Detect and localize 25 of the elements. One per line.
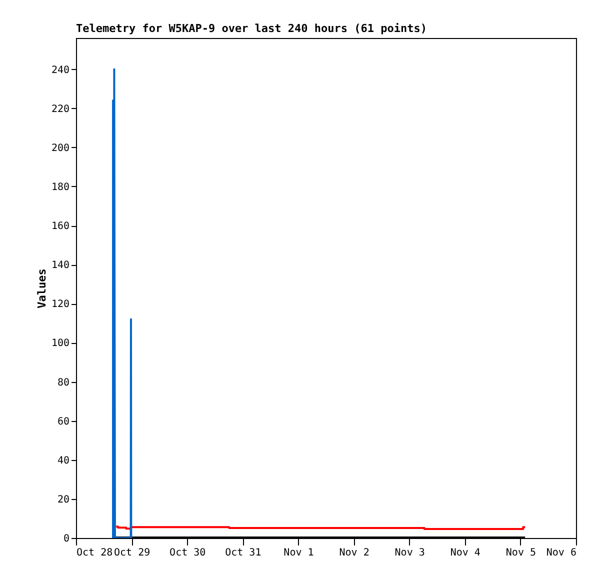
- x-tick-label: Nov 5: [506, 548, 536, 558]
- x-tick-label: Nov 3: [394, 548, 425, 558]
- x-tick-label: Nov 4: [450, 548, 480, 558]
- x-tick-label: Nov 2: [339, 548, 370, 558]
- x-tick-label: Oct 30: [170, 548, 206, 558]
- y-tick-label: 220: [51, 104, 70, 115]
- x-tick-label: Nov 1: [284, 548, 314, 558]
- y-tick-label: 80: [57, 377, 70, 388]
- y-tick-label: 240: [51, 64, 70, 76]
- y-tick-label: 100: [51, 338, 70, 350]
- y-tick-label: 120: [51, 299, 70, 310]
- x-tick-label: Oct 29: [114, 548, 150, 558]
- chart-title: Telemetry for W5KAP-9 over last 240 hours (61 points): [76, 22, 427, 35]
- y-axis-title: Values: [35, 268, 48, 308]
- y-tick-label: 20: [57, 494, 70, 506]
- y-tick-label: 160: [51, 221, 70, 232]
- x-tick-label: Nov 6: [546, 548, 576, 558]
- y-tick-label: 200: [51, 142, 70, 154]
- y-tick-label: 60: [57, 416, 70, 428]
- x-tick-label: Oct 31: [225, 548, 262, 558]
- y-tick-label: 140: [51, 260, 70, 272]
- y-tick-label: 180: [51, 182, 70, 193]
- y-tick-label: 0: [63, 534, 70, 544]
- y-tick-label: 40: [57, 455, 70, 466]
- x-tick-label: Oct 28: [76, 548, 113, 558]
